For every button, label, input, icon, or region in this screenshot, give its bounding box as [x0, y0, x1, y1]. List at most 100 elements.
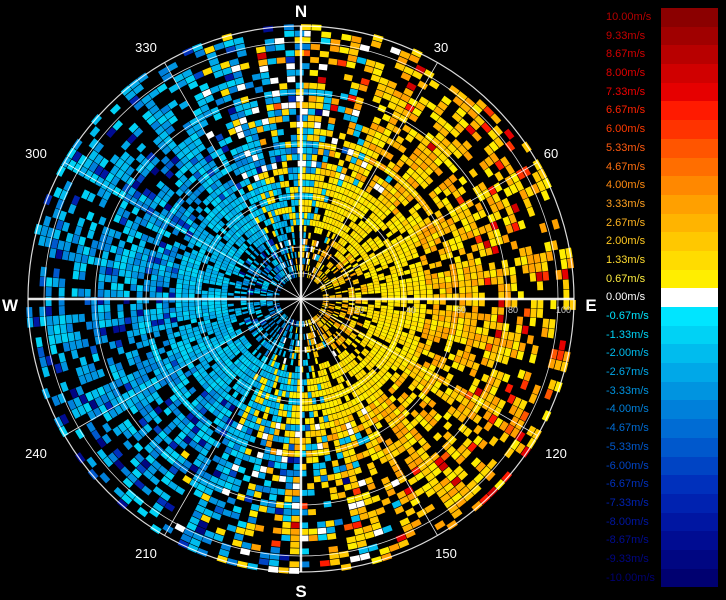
velocity-cell: [365, 59, 376, 68]
velocity-cell: [203, 45, 216, 55]
velocity-cell: [218, 322, 225, 328]
velocity-cell: [458, 118, 470, 129]
velocity-cell: [267, 366, 273, 373]
velocity-cell: [267, 303, 273, 306]
velocity-cell: [331, 218, 337, 226]
velocity-cell: [290, 528, 300, 535]
velocity-cell: [148, 439, 159, 449]
legend-swatch: [661, 45, 718, 65]
velocity-cell: [254, 119, 263, 127]
velocity-cell: [369, 515, 380, 525]
velocity-cell: [237, 238, 244, 245]
velocity-cell: [119, 216, 128, 226]
velocity-cell: [176, 340, 184, 348]
velocity-cell: [167, 480, 178, 491]
velocity-cell: [273, 268, 278, 274]
velocity-cell: [518, 399, 528, 410]
velocity-cell: [368, 180, 377, 188]
velocity-cell: [412, 281, 420, 287]
velocity-cell: [233, 349, 241, 356]
velocity-cell: [235, 182, 243, 190]
velocity-cell: [347, 190, 354, 198]
velocity-cell: [201, 301, 208, 306]
velocity-cell: [256, 431, 264, 439]
velocity-cell: [393, 219, 401, 227]
velocity-cell: [238, 258, 245, 264]
velocity-cell: [353, 311, 360, 316]
velocity-cell: [226, 360, 234, 368]
velocity-cell: [336, 452, 344, 460]
legend-swatch: [661, 381, 718, 401]
velocity-cell: [452, 189, 461, 199]
velocity-cell: [154, 257, 162, 265]
velocity-cell: [469, 119, 481, 131]
velocity-cell: [222, 466, 231, 475]
velocity-cell: [208, 405, 216, 414]
velocity-cell: [118, 317, 125, 326]
velocity-cell: [272, 435, 279, 442]
velocity-cell: [55, 219, 64, 231]
velocity-cell: [106, 183, 116, 194]
velocity-cell: [230, 344, 237, 351]
velocity-cell: [281, 534, 291, 542]
velocity-cell: [255, 231, 262, 238]
velocity-cell: [215, 260, 222, 266]
velocity-cell: [340, 311, 347, 316]
velocity-cell: [366, 282, 374, 287]
velocity-cell: [234, 295, 241, 299]
velocity-cell: [518, 247, 527, 257]
velocity-cell: [468, 384, 478, 394]
velocity-cell: [267, 292, 274, 295]
velocity-cell: [420, 304, 427, 309]
velocity-cell: [200, 104, 210, 113]
velocity-cell: [125, 398, 135, 408]
velocity-cell: [457, 211, 466, 221]
velocity-cell: [319, 462, 326, 469]
velocity-cell: [328, 387, 335, 394]
velocity-cell: [391, 448, 401, 458]
velocity-cell: [311, 200, 317, 207]
velocity-cell: [319, 468, 327, 476]
velocity-cell: [295, 366, 298, 373]
velocity-cell: [282, 214, 287, 221]
velocity-cell: [212, 400, 220, 409]
velocity-cell: [272, 96, 281, 104]
velocity-cell: [373, 182, 381, 191]
velocity-cell: [327, 253, 332, 260]
velocity-cell: [526, 425, 537, 437]
velocity-cell: [81, 254, 89, 264]
velocity-cell: [113, 261, 121, 269]
velocity-cell: [309, 319, 313, 325]
velocity-cell: [268, 203, 274, 211]
velocity-cell: [274, 514, 283, 522]
velocity-cell: [258, 207, 264, 215]
velocity-cell: [328, 263, 334, 270]
velocity-cell: [114, 158, 125, 169]
velocity-cell: [504, 283, 511, 292]
velocity-cell: [284, 207, 289, 214]
velocity-cell: [189, 253, 197, 260]
velocity-cell: [171, 215, 180, 224]
velocity-cell: [215, 204, 223, 212]
velocity-cell: [286, 154, 293, 161]
velocity-cell: [328, 400, 335, 408]
velocity-cell: [227, 292, 234, 296]
velocity-cell: [248, 236, 255, 244]
velocity-cell: [279, 89, 288, 97]
velocity-cell: [401, 360, 409, 368]
velocity-cell: [158, 66, 170, 77]
velocity-cell: [338, 264, 344, 270]
velocity-cell: [417, 322, 424, 328]
velocity-cell: [295, 424, 301, 431]
velocity-cell: [505, 339, 514, 349]
velocity-cell: [345, 356, 352, 363]
velocity-cell: [227, 229, 235, 236]
velocity-cell: [159, 264, 166, 272]
velocity-cell: [189, 238, 197, 245]
velocity-cell: [186, 421, 195, 430]
velocity-cell: [493, 337, 501, 346]
velocity-cell: [339, 313, 346, 317]
velocity-cell: [354, 186, 361, 194]
velocity-cell: [447, 353, 456, 361]
velocity-cell: [282, 322, 287, 329]
